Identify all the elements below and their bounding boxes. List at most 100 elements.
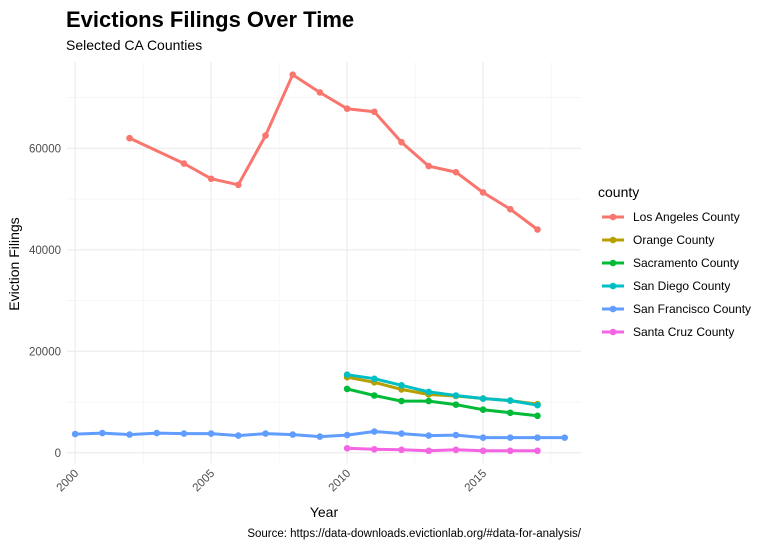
series-line-santa-cruz-county <box>345 446 539 453</box>
x-tick-label: 2015 <box>463 468 490 495</box>
data-point-san-francisco-county <box>343 431 351 439</box>
legend-label: Sacramento County <box>633 256 739 270</box>
data-point-sacramento-county <box>398 397 405 405</box>
y-tick-label: 60000 <box>29 143 61 155</box>
x-tick-label: 2000 <box>55 468 82 495</box>
data-point-san-francisco-county <box>479 434 487 441</box>
data-point-los-angeles-county <box>207 175 215 183</box>
data-point-san-diego-county <box>479 395 487 402</box>
legend-item-orange-county: Orange County <box>602 233 714 247</box>
legend-item-santa-cruz-county: Santa Cruz County <box>602 325 734 339</box>
data-point-los-angeles-county <box>534 226 541 233</box>
data-point-san-diego-county <box>371 375 378 383</box>
data-point-santa-cruz-county <box>452 446 460 454</box>
chart-caption: Source: https://data-downloads.evictionl… <box>247 528 581 540</box>
legend-item-san-diego-county: San Diego County <box>602 279 730 293</box>
data-point-san-francisco-county <box>289 431 297 438</box>
legend-label: Los Angeles County <box>633 210 740 224</box>
data-point-santa-cruz-county <box>398 446 405 454</box>
series-line-sacramento-county <box>345 387 539 418</box>
legend-key-point <box>609 305 617 313</box>
data-point-sacramento-county <box>343 385 351 393</box>
legend-label: San Francisco County <box>633 302 751 316</box>
legend-label: San Diego County <box>633 279 730 293</box>
data-point-san-diego-county <box>425 388 433 396</box>
data-point-san-francisco-county <box>316 433 324 440</box>
legend-title: county <box>598 184 639 200</box>
data-point-sacramento-county <box>452 401 460 408</box>
data-point-san-francisco-county <box>262 430 269 437</box>
data-point-los-angeles-county <box>126 134 133 142</box>
series-lines <box>73 73 567 453</box>
series-line-san-diego-county <box>345 373 539 407</box>
data-point-los-angeles-county <box>289 71 297 78</box>
series-line-los-angeles-county <box>128 73 539 231</box>
data-point-san-francisco-county <box>425 432 433 439</box>
data-point-santa-cruz-county <box>425 447 433 455</box>
data-point-san-diego-county <box>452 392 460 399</box>
data-point-santa-cruz-county <box>371 445 378 453</box>
legend-key-point <box>609 259 617 267</box>
y-axis-title: Eviction Filings <box>6 217 22 310</box>
legend-item-san-francisco-county: San Francisco County <box>602 302 751 316</box>
data-point-sacramento-county <box>479 406 487 414</box>
data-point-san-diego-county <box>506 397 514 404</box>
data-point-los-angeles-county <box>343 105 351 112</box>
legend-label: Orange County <box>633 233 714 247</box>
data-point-los-angeles-county <box>425 162 433 170</box>
data-point-los-angeles-county <box>180 160 188 167</box>
data-point-san-francisco-county <box>452 431 460 439</box>
data-point-sacramento-county <box>371 392 378 399</box>
legend-key-point <box>609 236 617 244</box>
data-point-san-francisco-county <box>235 432 242 439</box>
data-point-santa-cruz-county <box>479 447 487 455</box>
data-point-san-francisco-county <box>99 429 106 437</box>
y-tick-labels: 0 20000 40000 60000 <box>29 143 61 460</box>
legend-key-point <box>609 282 617 290</box>
data-point-sacramento-county <box>506 409 514 417</box>
data-point-los-angeles-county <box>506 205 514 213</box>
grid-major <box>67 62 581 463</box>
data-point-san-francisco-county <box>506 434 514 441</box>
data-point-san-francisco-county <box>371 428 378 435</box>
legend-item-los-angeles-county: Los Angeles County <box>602 210 740 224</box>
legend-item-sacramento-county: Sacramento County <box>602 256 739 270</box>
grid-minor <box>67 62 581 463</box>
data-point-san-francisco-county <box>534 434 541 441</box>
data-point-san-francisco-county <box>398 430 405 437</box>
data-point-san-diego-county <box>534 401 541 409</box>
data-point-sacramento-county <box>534 412 541 420</box>
data-point-san-francisco-county <box>126 431 133 438</box>
chart-subtitle: Selected CA Counties <box>66 37 202 53</box>
data-point-santa-cruz-county <box>534 447 541 455</box>
data-point-los-angeles-county <box>452 168 460 176</box>
data-point-san-diego-county <box>398 382 405 389</box>
x-tick-label: 2010 <box>327 468 354 495</box>
data-point-san-francisco-county <box>561 434 568 441</box>
data-point-san-francisco-county <box>71 430 79 438</box>
legend-key-point <box>609 213 617 221</box>
y-tick-label: 20000 <box>29 346 61 358</box>
chart-title: Evictions Filings Over Time <box>66 7 354 32</box>
data-point-san-francisco-county <box>180 430 188 437</box>
data-point-los-angeles-county <box>371 108 378 116</box>
legend-key-point <box>609 328 617 336</box>
data-point-los-angeles-county <box>316 89 324 96</box>
data-point-santa-cruz-county <box>343 444 351 452</box>
x-tick-label: 2005 <box>191 468 218 495</box>
data-point-los-angeles-county <box>262 132 269 139</box>
data-point-los-angeles-county <box>398 138 405 146</box>
legend: Los Angeles County Orange County Sacrament… <box>602 210 751 339</box>
data-point-los-angeles-county <box>479 189 487 196</box>
y-tick-label: 0 <box>55 448 61 460</box>
data-point-sacramento-county <box>425 397 433 405</box>
x-axis-title: Year <box>310 504 339 520</box>
y-tick-label: 40000 <box>29 245 61 257</box>
data-point-santa-cruz-county <box>506 447 514 455</box>
data-point-los-angeles-county <box>235 181 242 189</box>
legend-label: Santa Cruz County <box>633 325 734 339</box>
data-point-san-diego-county <box>343 371 351 378</box>
data-point-san-francisco-county <box>207 430 215 437</box>
x-tick-labels: 2000 2005 2010 2015 <box>55 468 490 495</box>
